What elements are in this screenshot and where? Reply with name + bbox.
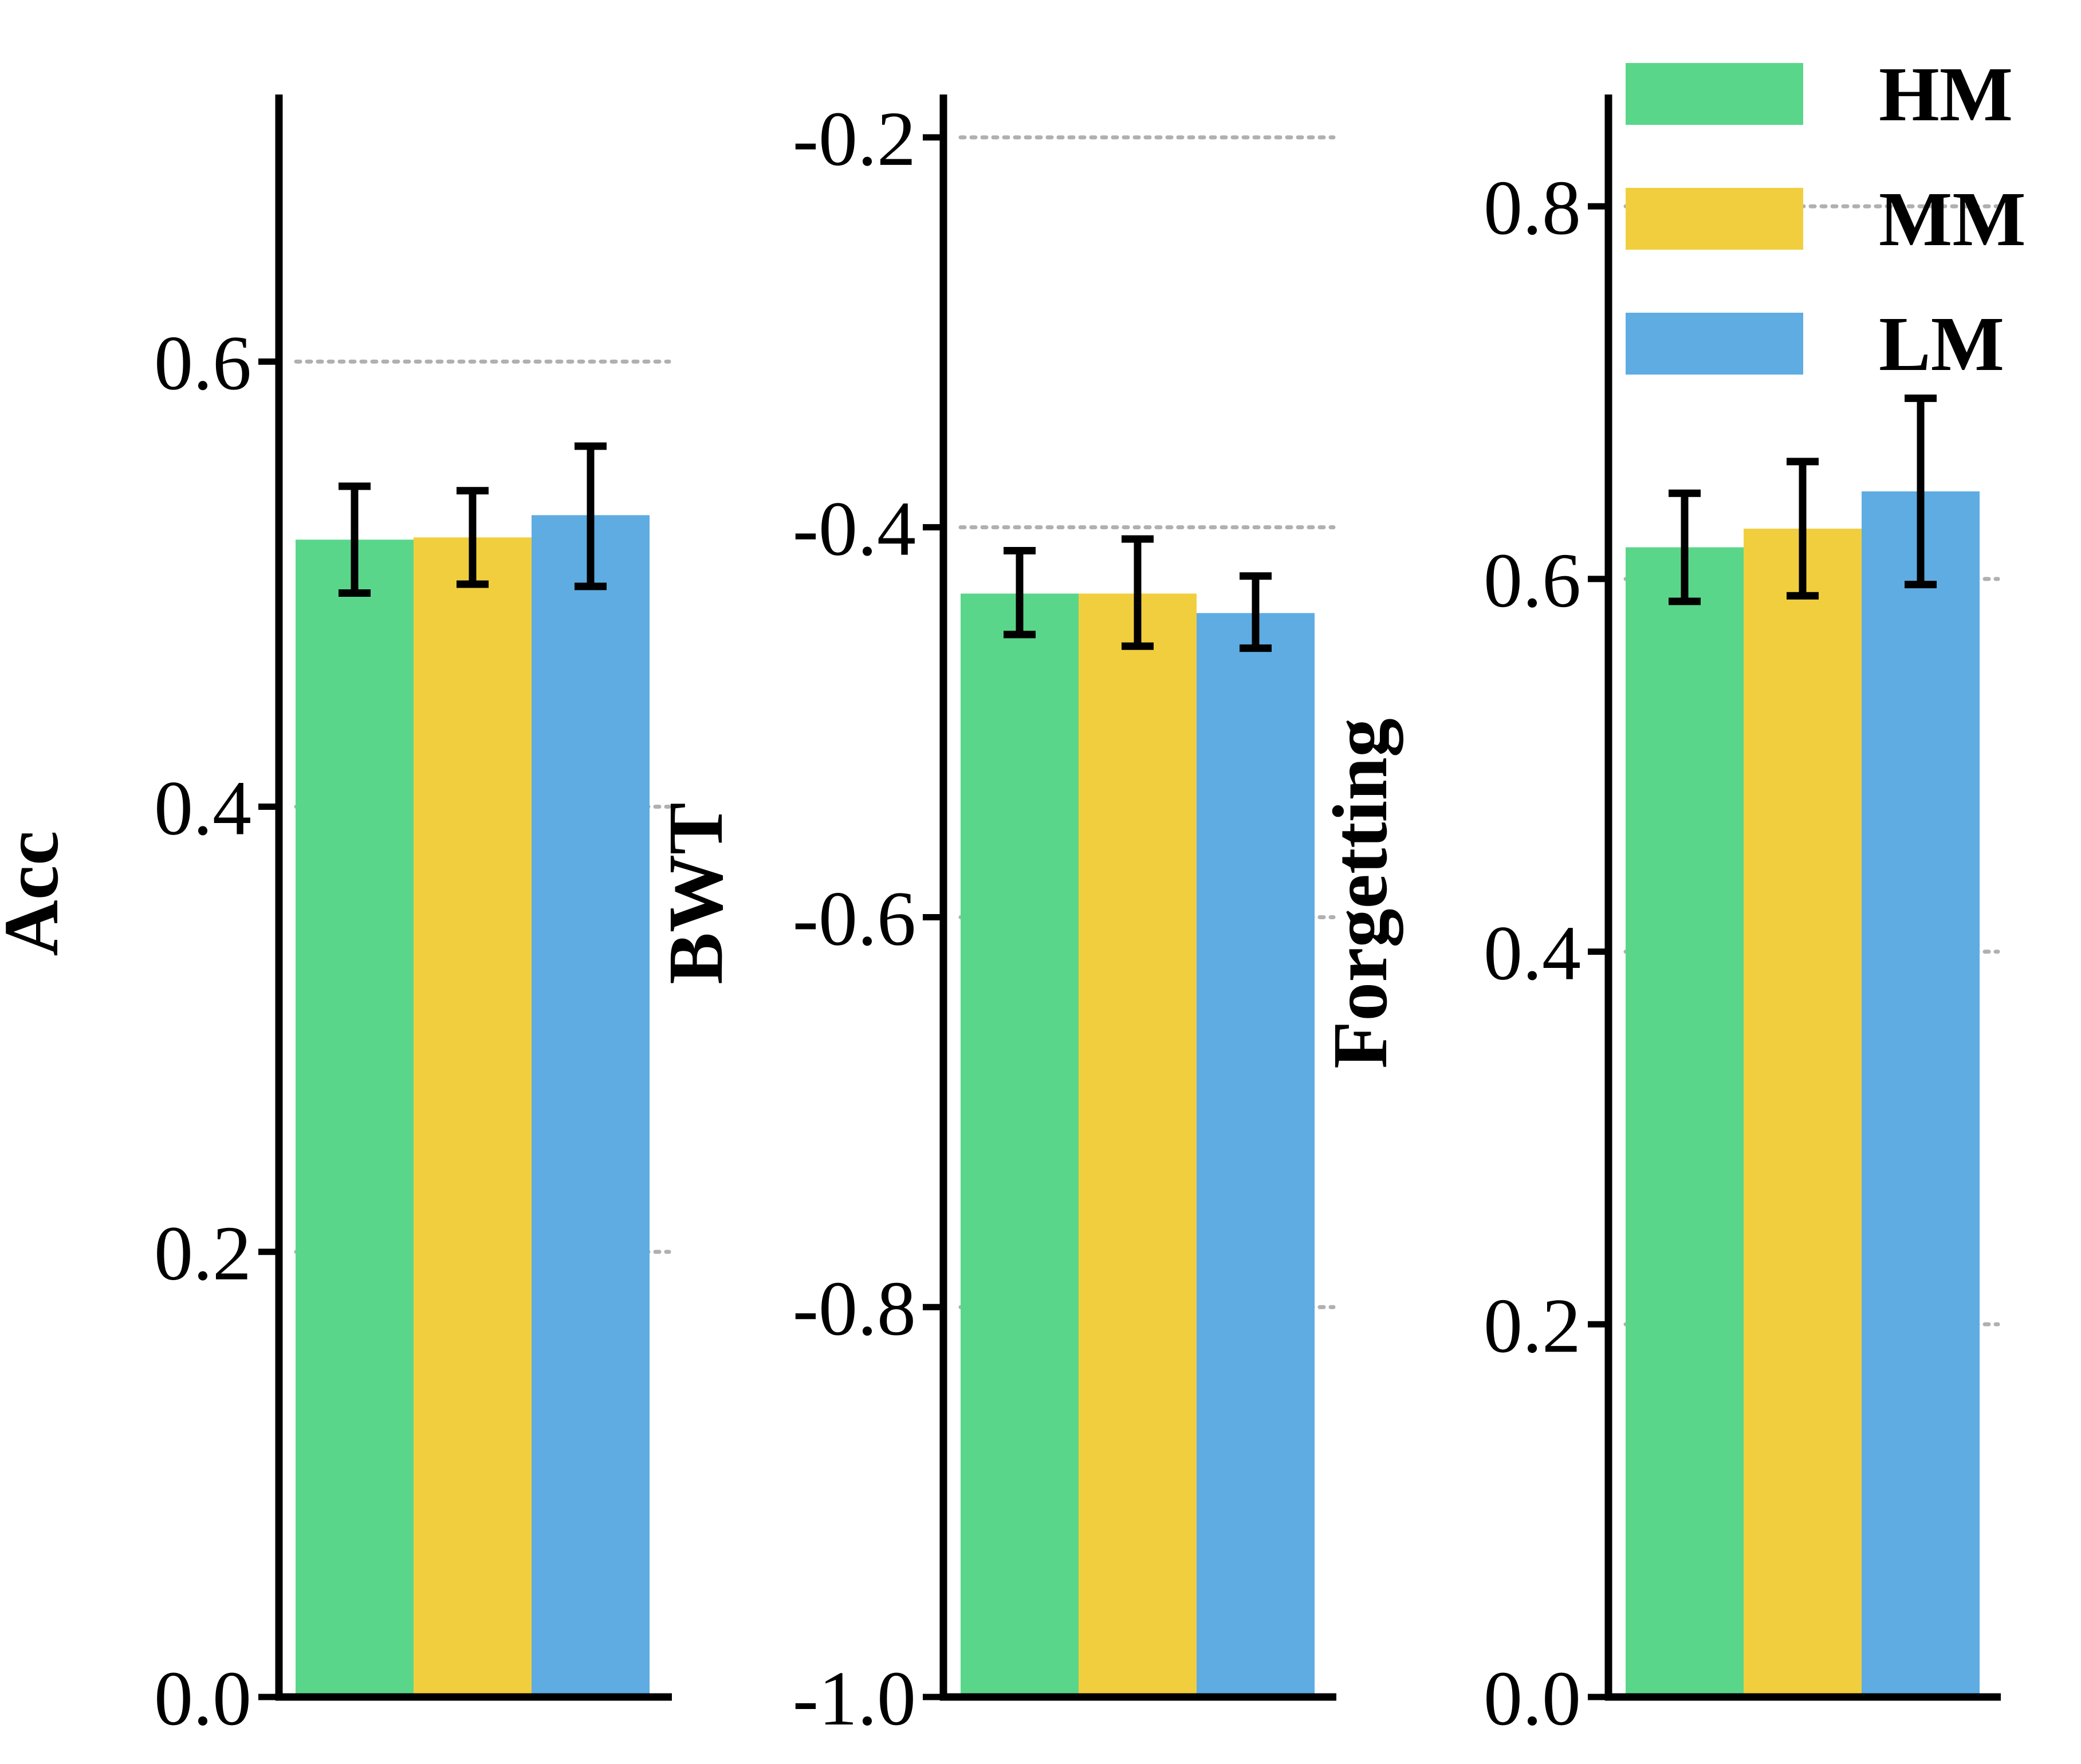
error-bar-lm: [1240, 572, 1272, 652]
y-tick-label: 0.8: [1484, 165, 1581, 251]
y-tick-label: -0.4: [793, 486, 916, 572]
error-bar-hm: [1669, 489, 1701, 605]
error-bar-mm: [1122, 535, 1154, 650]
y-tick-label: 0.4: [1484, 911, 1581, 997]
legend-label-mm: MM: [1879, 176, 2026, 262]
y-tick-label: -0.2: [793, 96, 916, 182]
legend-label-hm: HM: [1879, 52, 2013, 137]
bar-hm: [961, 593, 1079, 1697]
error-bar-hm: [1004, 547, 1036, 639]
chart-panel-forgetting: 0.0 0.2 0.4 0.6 0.8 Forgetting: [1317, 94, 2001, 1742]
y-tick-label: -0.6: [793, 876, 916, 962]
y-axis-title: Acc: [0, 831, 74, 956]
y-tick-label: -1.0: [793, 1656, 916, 1742]
error-bar-lm: [1905, 394, 1937, 589]
y-tick-label: 0.6: [1484, 538, 1581, 624]
y-axis-title: BWT: [653, 802, 739, 984]
legend-swatch-lm: [1626, 313, 1803, 375]
y-tick-label: 0.0: [154, 1656, 251, 1742]
legend: HM MM LM: [1626, 52, 2026, 387]
y-tick-label: 0.2: [1484, 1283, 1581, 1369]
legend-swatch-mm: [1626, 188, 1803, 250]
bar-lm: [532, 515, 650, 1697]
y-tick-label: -0.8: [793, 1266, 916, 1352]
bar-mm: [1744, 529, 1862, 1698]
bar-lm: [1197, 613, 1315, 1697]
y-tick-label: 0.6: [154, 320, 251, 406]
bar-mm: [414, 537, 532, 1697]
chart-panel-acc: 0.0 0.2 0.4 0.6 Acc: [0, 94, 672, 1742]
error-bar-hm: [339, 482, 371, 597]
error-bar-lm: [575, 442, 607, 590]
chart-panel-bwt: -1.0 -0.8 -0.6 -0.4 -0.2 BWT: [653, 94, 1336, 1742]
bar-lm: [1862, 491, 1980, 1697]
error-bar-mm: [457, 487, 489, 588]
y-axis-title: Forgetting: [1317, 718, 1403, 1069]
y-tick-label: 0.4: [154, 766, 251, 852]
legend-label-lm: LM: [1879, 301, 2004, 387]
error-bar-mm: [1787, 458, 1819, 600]
y-tick-label: 0.2: [154, 1211, 251, 1297]
bar-hm: [1626, 547, 1744, 1697]
bar-mm: [1079, 593, 1197, 1697]
bar-hm: [296, 540, 414, 1698]
y-tick-label: 0.0: [1484, 1656, 1581, 1742]
legend-swatch-hm: [1626, 63, 1803, 125]
